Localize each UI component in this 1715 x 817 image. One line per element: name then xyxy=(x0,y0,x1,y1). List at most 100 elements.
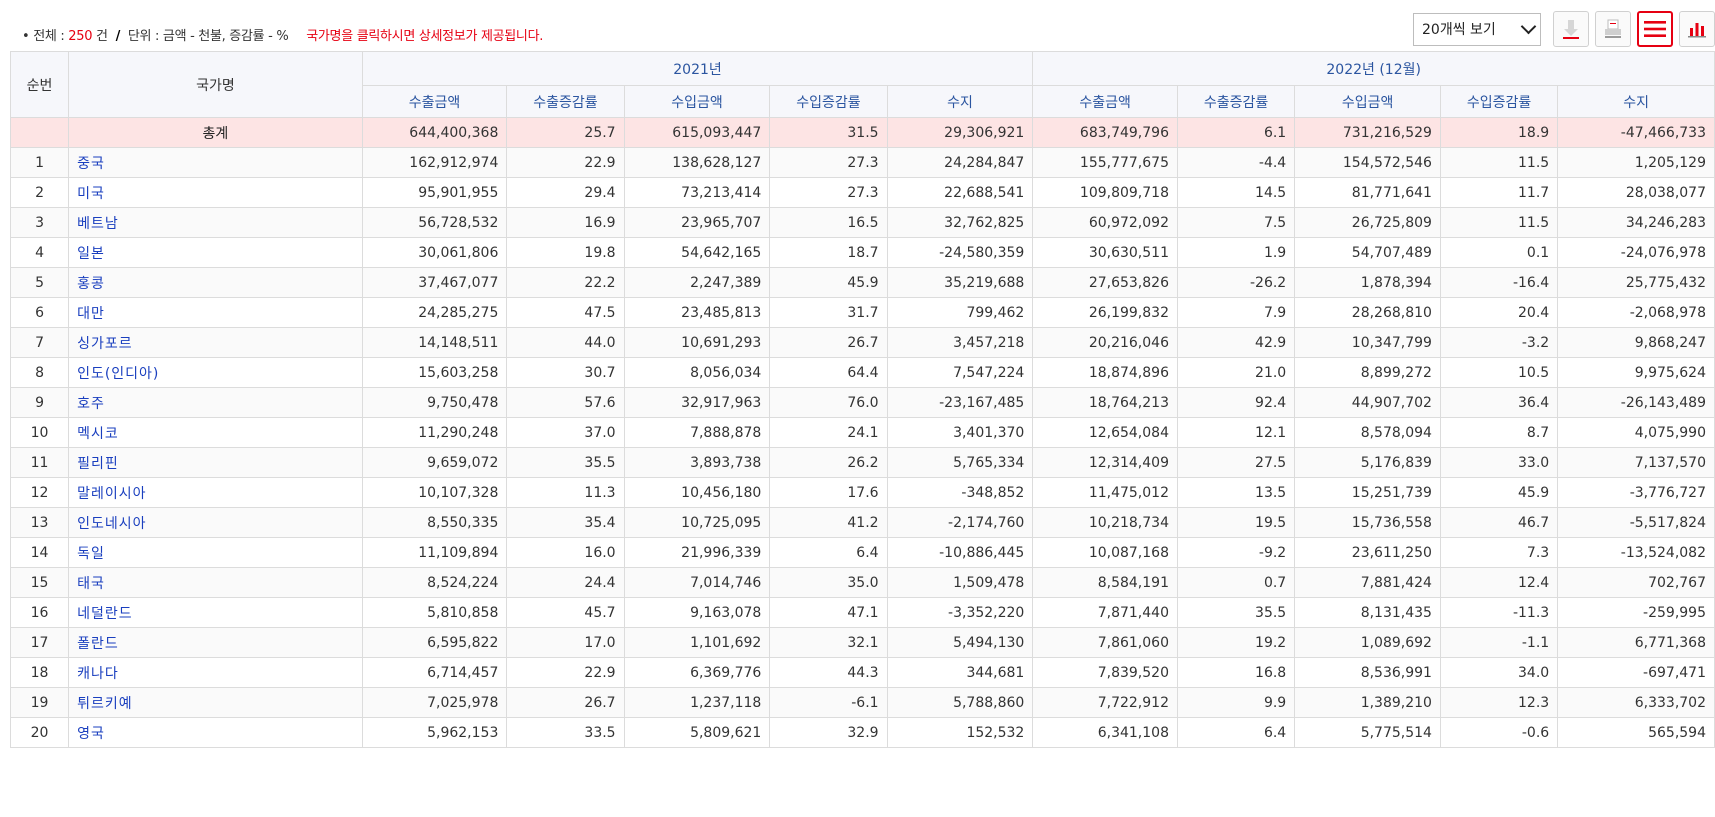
value-cell: 23,485,813 xyxy=(623,297,771,328)
rank-cell: 3 xyxy=(9,207,70,238)
country-link[interactable]: 폴란드 xyxy=(68,627,363,658)
value-cell: -24,076,978 xyxy=(1557,237,1715,268)
print-icon xyxy=(1605,19,1621,38)
country-link[interactable]: 필리핀 xyxy=(68,447,363,478)
value-cell: -26.2 xyxy=(1176,267,1296,298)
value-cell: 26,725,809 xyxy=(1294,207,1441,238)
value-cell: 26.7 xyxy=(769,327,888,358)
value-cell: 14.5 xyxy=(1176,177,1296,208)
country-link[interactable]: 베트남 xyxy=(68,207,363,238)
table-row: 2 미국 95,901,955 29.4 73,213,414 27.3 22,688,54… xyxy=(9,177,1715,208)
country-link[interactable]: 인도(인디아) xyxy=(68,357,363,388)
country-link[interactable]: 독일 xyxy=(68,537,363,568)
print-button[interactable] xyxy=(1595,11,1631,47)
country-link[interactable]: 홍콩 xyxy=(68,267,363,298)
value-cell: -9.2 xyxy=(1176,537,1296,568)
value-cell: 8,899,272 xyxy=(1294,357,1441,388)
value-cell: 28,268,810 xyxy=(1294,297,1441,328)
value-cell: 19.5 xyxy=(1176,507,1296,538)
value-cell: 1,101,692 xyxy=(623,627,771,658)
header-export-growth-2022: 수출증감률 xyxy=(1176,85,1296,118)
rank-cell: 7 xyxy=(9,327,70,358)
value-cell: 28,038,077 xyxy=(1557,177,1715,208)
value-cell: 7,888,878 xyxy=(623,417,771,448)
value-cell: 22.9 xyxy=(506,147,625,178)
list-view-button[interactable] xyxy=(1637,11,1673,47)
country-link[interactable]: 대만 xyxy=(68,297,363,328)
value-cell: 54,642,165 xyxy=(623,237,771,268)
value-cell: 8,056,034 xyxy=(623,357,771,388)
value-cell: 10,347,799 xyxy=(1294,327,1441,358)
chart-view-icon xyxy=(1688,23,1706,38)
value-cell: 34.0 xyxy=(1439,657,1559,688)
value-cell: 15,736,558 xyxy=(1294,507,1441,538)
value-cell: 44.3 xyxy=(769,657,888,688)
country-link[interactable]: 태국 xyxy=(68,567,363,598)
table-row: 5 홍콩 37,467,077 22.2 2,247,389 45.9 35,219,688… xyxy=(9,267,1715,298)
country-link[interactable]: 싱가포르 xyxy=(68,327,363,358)
country-link[interactable]: 영국 xyxy=(68,717,363,748)
value-cell: 8,536,991 xyxy=(1294,657,1441,688)
total-cell: 615,093,447 xyxy=(623,117,771,148)
trade-stats-table: 순번 국가명 2021년 2022년 (12월) 수출금액 수출증감률 수입금액… xyxy=(9,51,1715,748)
header-import-growth-2022: 수입증감률 xyxy=(1439,85,1559,118)
value-cell: 17.6 xyxy=(769,477,888,508)
country-link[interactable]: 중국 xyxy=(68,147,363,178)
value-cell: 702,767 xyxy=(1557,567,1715,598)
rank-cell: 9 xyxy=(9,387,70,418)
total-cell: 31.5 xyxy=(769,117,888,148)
country-link[interactable]: 네덜란드 xyxy=(68,597,363,628)
value-cell: 27,653,826 xyxy=(1032,267,1178,298)
value-cell: 23,611,250 xyxy=(1294,537,1441,568)
value-cell: 5,788,860 xyxy=(886,687,1034,718)
value-cell: 565,594 xyxy=(1557,717,1715,748)
country-link[interactable]: 말레이시아 xyxy=(68,477,363,508)
header-import-amount-2022: 수입금액 xyxy=(1294,85,1441,118)
value-cell: 3,893,738 xyxy=(623,447,771,478)
country-link[interactable]: 캐나다 xyxy=(68,657,363,688)
country-link[interactable]: 미국 xyxy=(68,177,363,208)
country-link[interactable]: 튀르키예 xyxy=(68,687,363,718)
value-cell: 29.4 xyxy=(506,177,625,208)
country-link[interactable]: 일본 xyxy=(68,237,363,268)
rank-cell: 6 xyxy=(9,297,70,328)
header-export-growth-2021: 수출증감률 xyxy=(506,85,625,118)
rank-cell: 15 xyxy=(9,567,70,598)
table-row: 3 베트남 56,728,532 16.9 23,965,707 16.5 32,762,8… xyxy=(9,207,1715,238)
country-link[interactable]: 호주 xyxy=(68,387,363,418)
value-cell: -3.2 xyxy=(1439,327,1559,358)
rank-cell: 1 xyxy=(9,147,70,178)
header-import-amount-2021: 수입금액 xyxy=(623,85,771,118)
value-cell: 14,148,511 xyxy=(361,327,508,358)
value-cell: 8,578,094 xyxy=(1294,417,1441,448)
table-row: 15 태국 8,524,224 24.4 7,014,746 35.0 1,509,478 8… xyxy=(9,567,1715,598)
value-cell: 20,216,046 xyxy=(1032,327,1178,358)
value-cell: 44,907,702 xyxy=(1294,387,1441,418)
value-cell: 9,750,478 xyxy=(361,387,508,418)
country-link[interactable]: 인도네시아 xyxy=(68,507,363,538)
total-cell: 29,306,921 xyxy=(886,117,1034,148)
value-cell: 60,972,092 xyxy=(1032,207,1178,238)
page-size-select[interactable]: 20개씩 보기 xyxy=(1413,12,1541,46)
download-button[interactable] xyxy=(1553,11,1589,47)
value-cell: 22.9 xyxy=(506,657,625,688)
value-cell: 73,213,414 xyxy=(623,177,771,208)
value-cell: -348,852 xyxy=(886,477,1034,508)
chart-view-button[interactable] xyxy=(1679,11,1715,47)
value-cell: 21.0 xyxy=(1176,357,1296,388)
value-cell: 0.1 xyxy=(1439,237,1559,268)
value-cell: 33.5 xyxy=(506,717,625,748)
value-cell: 25,775,432 xyxy=(1557,267,1715,298)
value-cell: 162,912,974 xyxy=(361,147,508,178)
value-cell: 9.9 xyxy=(1176,687,1296,718)
value-cell: 6,595,822 xyxy=(361,627,508,658)
value-cell: 45.9 xyxy=(769,267,888,298)
table-row: 18 캐나다 6,714,457 22.9 6,369,776 44.3 344,681 7,… xyxy=(9,657,1715,688)
value-cell: 6,369,776 xyxy=(623,657,771,688)
country-link[interactable]: 멕시코 xyxy=(68,417,363,448)
value-cell: 27.3 xyxy=(769,147,888,178)
rank-cell: 12 xyxy=(9,477,70,508)
summary-line: • 전체 : 250 건 / 단위 : 금액 - 천불, 증감률 - % 국가명… xyxy=(22,25,543,44)
toolbar-controls: 20개씩 보기 xyxy=(1413,11,1715,47)
value-cell: 8,131,435 xyxy=(1294,597,1441,628)
